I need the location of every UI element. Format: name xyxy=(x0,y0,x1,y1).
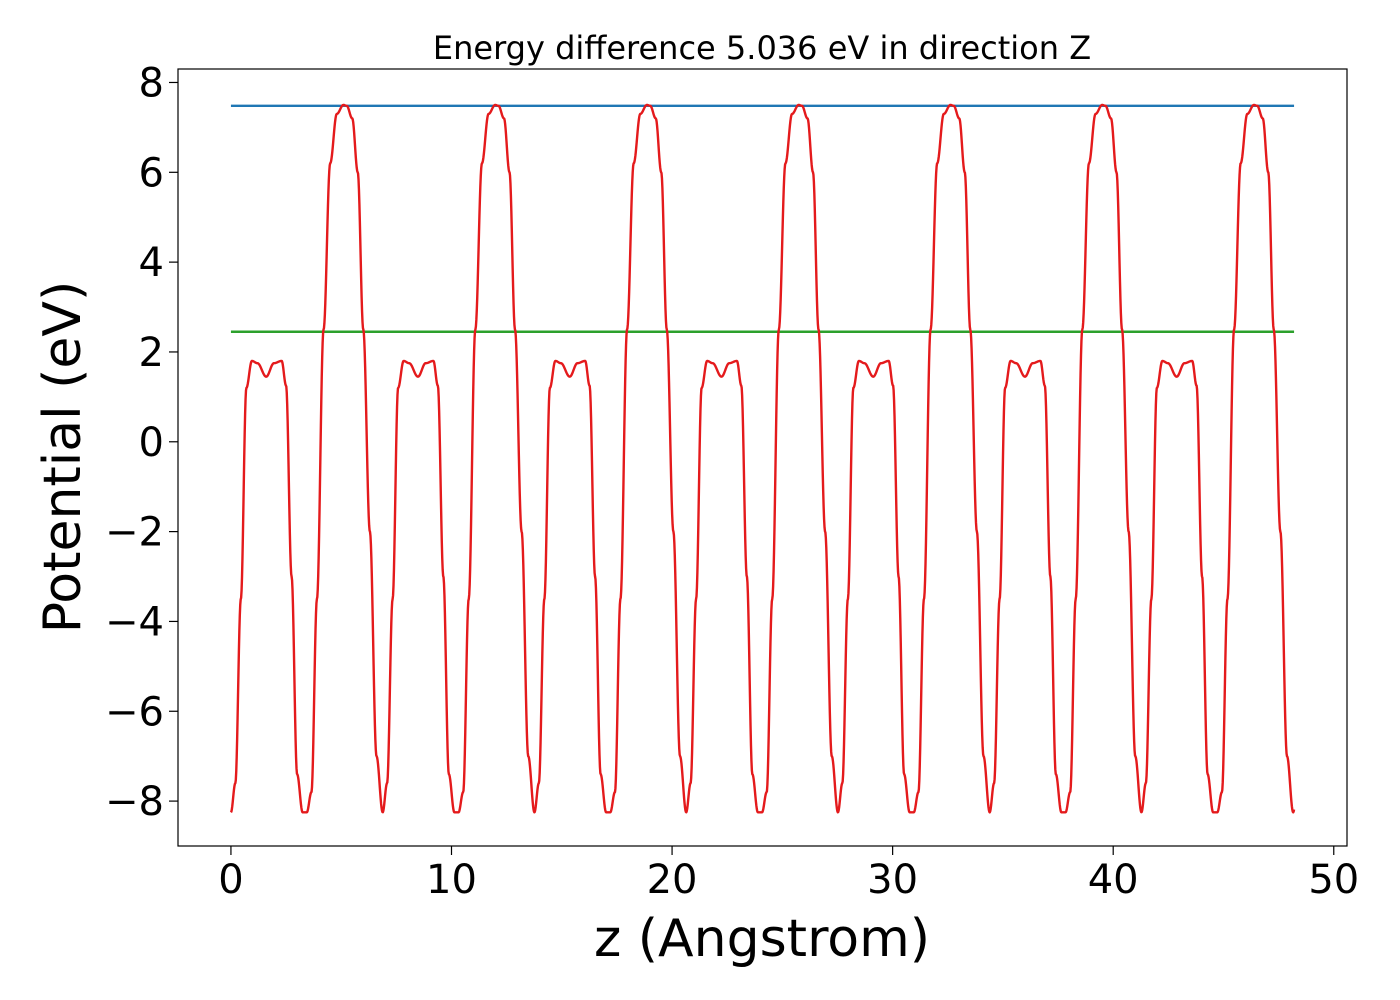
y-tick-label: 8 xyxy=(139,60,164,106)
series-line-3 xyxy=(229,103,1296,814)
y-tick-label: −2 xyxy=(105,510,164,556)
x-tick-label: 30 xyxy=(867,857,918,903)
plot-area xyxy=(229,103,1296,814)
y-tick-label: 6 xyxy=(139,150,164,196)
x-ticks: 0 10 20 30 40 50 xyxy=(218,846,1359,903)
x-tick-label: 20 xyxy=(647,857,698,903)
y-tick-label: 4 xyxy=(139,240,164,286)
axes-frame xyxy=(177,68,1348,847)
x-tick-label: 0 xyxy=(218,857,243,903)
y-tick-label: 0 xyxy=(139,420,164,466)
x-axis-label: z (Angstrom) xyxy=(594,909,930,969)
y-tick-label: −6 xyxy=(105,689,164,735)
x-tick-label: 10 xyxy=(426,857,477,903)
chart-title: Energy difference 5.036 eV in direction … xyxy=(433,29,1091,67)
y-tick-label: 2 xyxy=(139,330,164,376)
x-tick-label: 50 xyxy=(1308,857,1359,903)
y-axis-label: Potential (eV) xyxy=(33,281,93,633)
y-tick-label: −4 xyxy=(105,599,164,645)
y-ticks: −8 −6 −4 −2 0 2 4 6 8 xyxy=(105,60,178,825)
x-tick-label: 40 xyxy=(1088,857,1139,903)
y-tick-label: −8 xyxy=(105,779,164,825)
